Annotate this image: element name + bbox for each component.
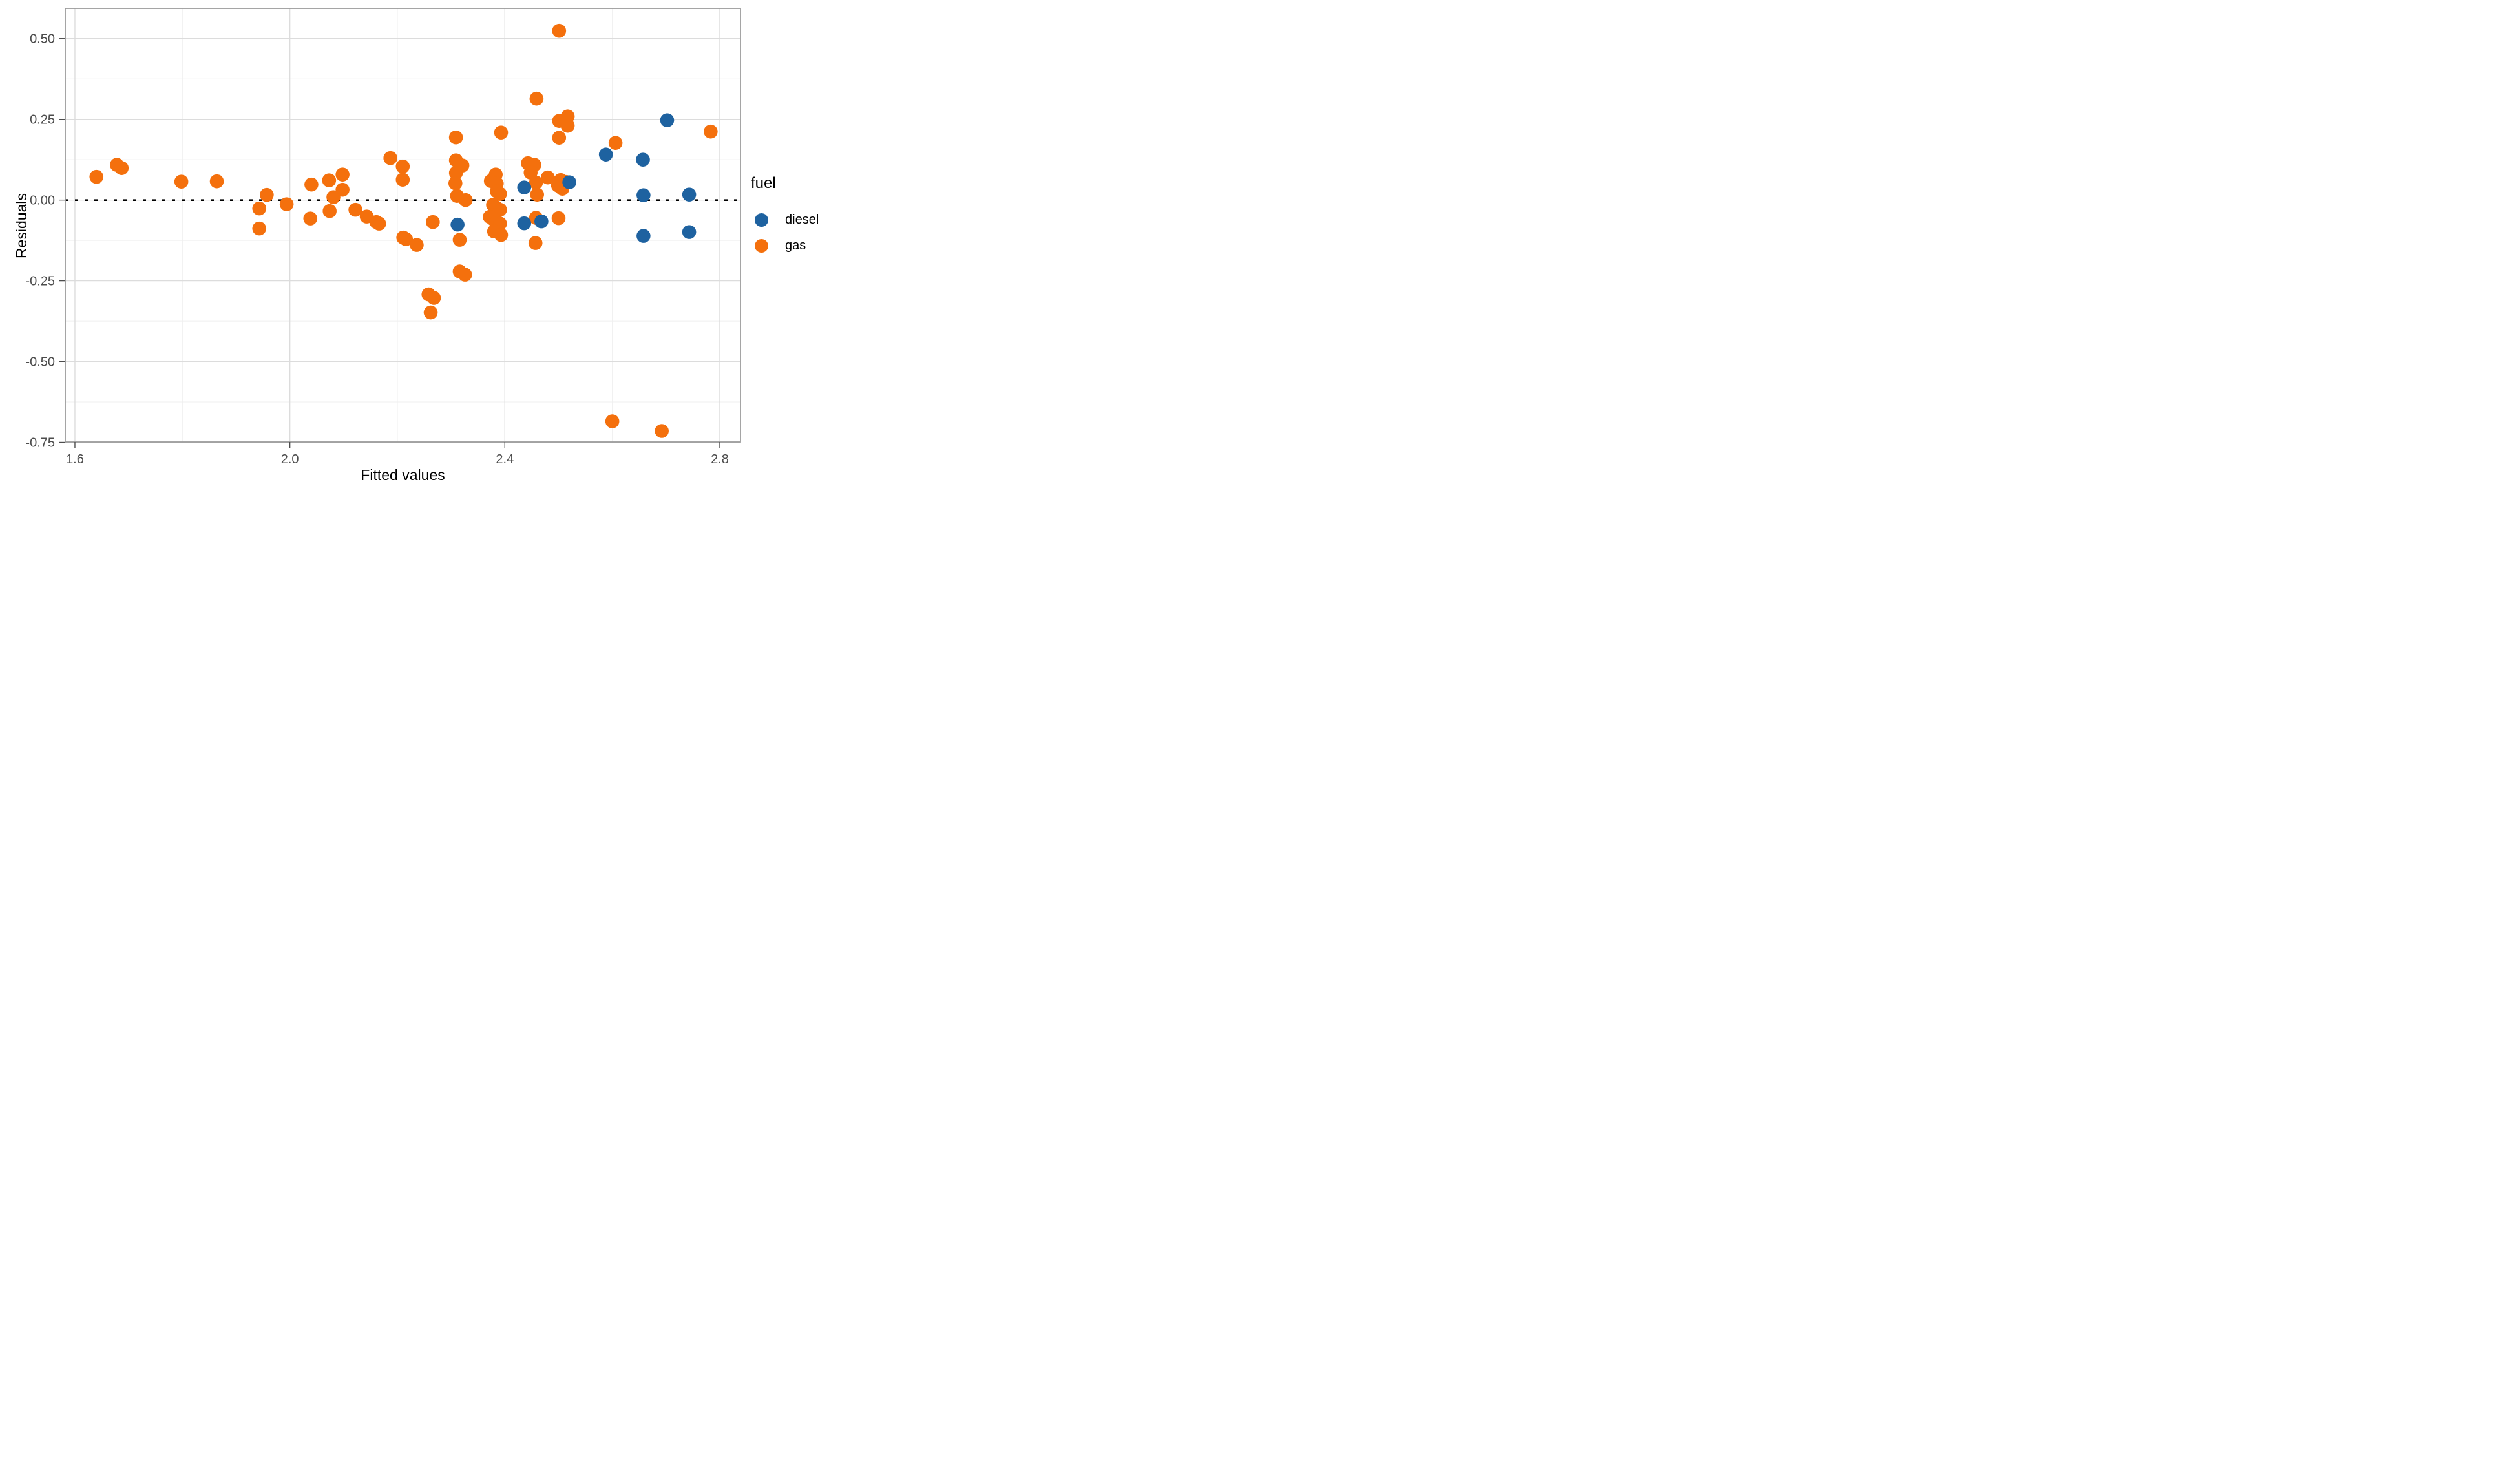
data-point-gas: [608, 136, 623, 150]
data-point-gas: [372, 216, 386, 231]
legend-label-diesel: diesel: [785, 212, 819, 227]
data-point-gas: [551, 211, 566, 226]
data-point-gas: [423, 305, 438, 320]
panel-border: [65, 8, 741, 443]
data-point-gas: [426, 215, 440, 229]
data-point-diesel: [517, 180, 532, 194]
data-point-gas: [457, 268, 472, 282]
data-point-diesel: [517, 216, 532, 231]
data-point-gas: [426, 291, 441, 305]
x-tick-label: 2.8: [711, 452, 729, 467]
y-tick-label: -0.50: [25, 355, 55, 370]
x-tick-label: 2.0: [281, 452, 299, 467]
data-point-gas: [494, 125, 509, 140]
data-point-gas: [448, 176, 463, 191]
data-point-gas: [494, 227, 509, 242]
data-point-gas: [493, 187, 507, 201]
data-point-gas: [348, 202, 362, 217]
x-tick-label: 1.6: [66, 452, 84, 467]
legend-entry-gas: gas: [751, 233, 819, 258]
data-point-gas: [335, 182, 350, 197]
data-point-gas: [399, 232, 414, 246]
data-point-gas: [383, 151, 397, 165]
data-point-gas: [452, 233, 467, 247]
data-point-gas: [395, 159, 410, 174]
data-point-gas: [605, 414, 620, 428]
data-point-gas: [209, 174, 224, 189]
data-point-gas: [174, 174, 189, 189]
data-point-gas: [552, 23, 567, 38]
data-point-diesel: [636, 188, 651, 202]
y-tick-label: 0.00: [30, 194, 55, 208]
data-point-gas: [114, 161, 129, 175]
data-point-gas: [260, 187, 274, 202]
data-point-gas: [304, 177, 319, 192]
data-point-gas: [322, 173, 337, 187]
data-point-diesel: [598, 147, 613, 162]
x-axis-title: Fitted values: [361, 467, 445, 483]
diesel-point-icon: [755, 213, 768, 227]
legend-label-gas: gas: [785, 238, 806, 253]
data-point-diesel: [534, 214, 549, 229]
y-tick-label: -0.75: [25, 436, 55, 450]
data-point-diesel: [660, 113, 675, 127]
y-axis-title: Residuals: [13, 193, 30, 258]
data-point-gas: [279, 197, 294, 211]
data-point-gas: [410, 238, 424, 252]
data-point-gas: [560, 118, 575, 133]
data-point-gas: [704, 124, 718, 139]
legend: fuel diesel gas: [751, 174, 819, 258]
data-point-diesel: [682, 225, 697, 239]
panel-background: [65, 8, 740, 442]
y-tick-label: 0.25: [30, 113, 55, 127]
data-point-gas: [528, 236, 543, 250]
data-point-diesel: [636, 229, 651, 243]
data-point-gas: [529, 175, 543, 190]
residuals-vs-fitted-chart: 1.6 2.0 2.4 2.8 0.50 0.25 0.00 -0.25 -0.50 -0.75 …: [0, 0, 840, 490]
data-point-gas: [529, 91, 544, 106]
data-point-diesel: [562, 175, 576, 189]
data-point-diesel: [450, 217, 465, 232]
legend-entry-diesel: diesel: [751, 207, 819, 233]
data-point-diesel: [682, 187, 697, 202]
data-point-gas: [552, 131, 567, 145]
data-point-gas: [448, 130, 463, 145]
data-point-gas: [322, 204, 337, 218]
data-point-gas: [395, 173, 410, 187]
legend-title: fuel: [751, 174, 776, 192]
x-tick-label: 2.4: [496, 452, 514, 467]
data-point-gas: [252, 221, 267, 236]
y-tick-label: -0.25: [25, 275, 55, 289]
data-point-gas: [448, 165, 463, 180]
data-point-gas: [458, 193, 473, 207]
y-tick-label: 0.50: [30, 32, 55, 47]
plot-panel: 1.6 2.0 2.4 2.8 0.50 0.25 0.00 -0.25 -0.50 -0.75: [25, 8, 741, 467]
data-point-gas: [89, 169, 104, 184]
data-point-gas: [303, 211, 318, 226]
gas-point-icon: [755, 238, 768, 253]
data-point-gas: [655, 424, 669, 438]
data-point-gas: [541, 170, 555, 185]
data-point-diesel: [636, 152, 650, 167]
data-point-gas: [335, 167, 350, 182]
data-point-gas: [530, 187, 545, 202]
data-point-gas: [252, 201, 267, 216]
